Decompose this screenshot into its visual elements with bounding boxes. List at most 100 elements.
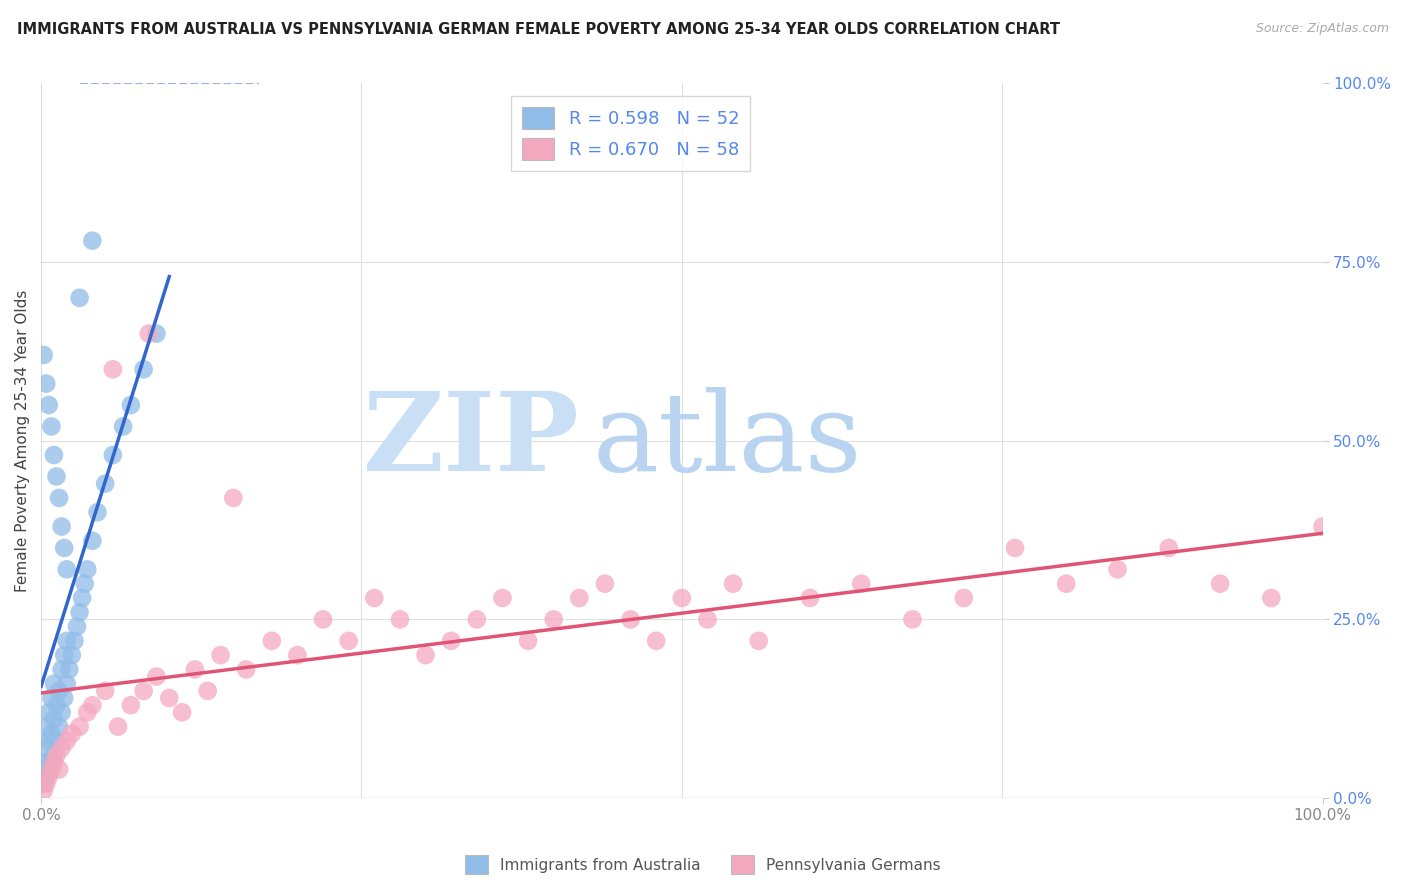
Point: [38, 734, 60, 748]
Point: [55, 677, 77, 691]
Point: [60, 648, 83, 662]
Point: [1004, 541, 1026, 555]
Text: IMMIGRANTS FROM AUSTRALIA VS PENNSYLVANIA GERMAN FEMALE POVERTY AMONG 25-34 YEAR: IMMIGRANTS FROM AUSTRALIA VS PENNSYLVANI…: [17, 22, 1060, 37]
Point: [82, 698, 104, 713]
Point: [51, 519, 73, 533]
Point: [517, 633, 540, 648]
Point: [51, 741, 73, 756]
Point: [41, 691, 63, 706]
Point: [86, 505, 108, 519]
Point: [145, 326, 167, 341]
Point: [138, 326, 160, 341]
Point: [35, 720, 58, 734]
Point: [415, 648, 437, 662]
Point: [53, 541, 76, 555]
Point: [35, 770, 58, 784]
Point: [337, 633, 360, 648]
Point: [1260, 591, 1282, 605]
Point: [363, 591, 385, 605]
Point: [45, 469, 67, 483]
Point: [170, 706, 193, 720]
Point: [619, 612, 641, 626]
Point: [1107, 562, 1129, 576]
Legend: R = 0.598   N = 52, R = 0.670   N = 58: R = 0.598 N = 52, R = 0.670 N = 58: [510, 96, 751, 170]
Point: [120, 698, 142, 713]
Point: [94, 684, 117, 698]
Point: [1312, 519, 1334, 533]
Point: [38, 706, 60, 720]
Point: [260, 633, 283, 648]
Point: [32, 348, 55, 362]
Point: [41, 763, 63, 777]
Point: [94, 476, 117, 491]
Point: [851, 576, 873, 591]
Point: [51, 706, 73, 720]
Point: [35, 376, 58, 391]
Point: [491, 591, 513, 605]
Point: [157, 691, 180, 706]
Point: [38, 398, 60, 412]
Point: [42, 748, 65, 763]
Point: [209, 648, 232, 662]
Point: [197, 684, 219, 698]
Point: [543, 612, 565, 626]
Point: [145, 669, 167, 683]
Point: [952, 591, 974, 605]
Point: [48, 720, 70, 734]
Point: [696, 612, 718, 626]
Point: [70, 591, 93, 605]
Point: [69, 720, 91, 734]
Point: [55, 562, 77, 576]
Text: Source: ZipAtlas.com: Source: ZipAtlas.com: [1256, 22, 1389, 36]
Point: [107, 720, 129, 734]
Point: [82, 234, 104, 248]
Point: [671, 591, 693, 605]
Point: [222, 491, 245, 505]
Point: [1209, 576, 1232, 591]
Point: [1157, 541, 1180, 555]
Point: [55, 633, 77, 648]
Point: [184, 662, 207, 676]
Point: [645, 633, 668, 648]
Point: [76, 562, 98, 576]
Point: [41, 756, 63, 770]
Point: [312, 612, 335, 626]
Point: [32, 756, 55, 770]
Point: [101, 448, 124, 462]
Point: [465, 612, 488, 626]
Point: [45, 748, 67, 763]
Point: [32, 777, 55, 791]
Point: [593, 576, 616, 591]
Point: [901, 612, 924, 626]
Point: [63, 633, 86, 648]
Point: [132, 362, 155, 376]
Point: [42, 677, 65, 691]
Point: [48, 684, 70, 698]
Point: [440, 633, 463, 648]
Point: [132, 684, 155, 698]
Point: [799, 591, 821, 605]
Point: [51, 662, 73, 676]
Point: [69, 605, 91, 619]
Y-axis label: Female Poverty Among 25-34 Year Olds: Female Poverty Among 25-34 Year Olds: [15, 290, 30, 592]
Point: [101, 362, 124, 376]
Point: [82, 533, 104, 548]
Point: [1054, 576, 1077, 591]
Point: [568, 591, 591, 605]
Text: ZIP: ZIP: [363, 387, 579, 494]
Point: [42, 448, 65, 462]
Point: [388, 612, 411, 626]
Point: [35, 741, 58, 756]
Legend: Immigrants from Australia, Pennsylvania Germans: Immigrants from Australia, Pennsylvania …: [458, 849, 948, 880]
Point: [32, 784, 55, 798]
Point: [66, 619, 89, 633]
Point: [35, 777, 58, 791]
Point: [41, 727, 63, 741]
Point: [721, 576, 744, 591]
Point: [53, 648, 76, 662]
Point: [60, 727, 83, 741]
Point: [42, 756, 65, 770]
Point: [48, 763, 70, 777]
Point: [38, 763, 60, 777]
Text: atlas: atlas: [592, 387, 862, 494]
